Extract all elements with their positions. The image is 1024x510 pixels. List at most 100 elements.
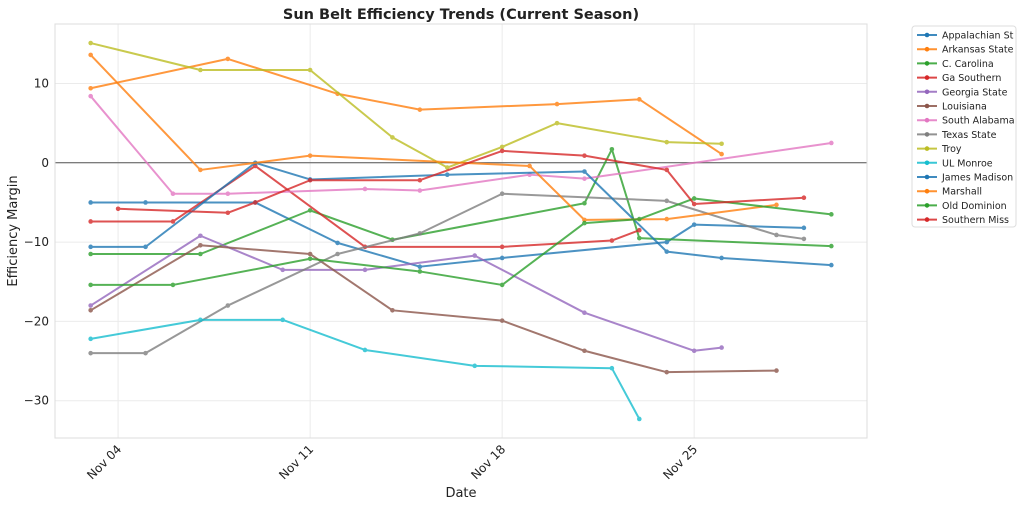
data-point <box>582 153 587 158</box>
data-point <box>719 255 724 261</box>
x-tick-label: Nov 18 <box>468 442 508 482</box>
data-point <box>170 219 176 224</box>
data-point <box>829 140 834 146</box>
data-point <box>719 345 724 350</box>
data-point <box>582 169 587 174</box>
grid <box>55 24 867 438</box>
legend-label: C. Carolina <box>942 59 994 70</box>
legend-item: Troy <box>917 144 962 155</box>
data-point <box>307 177 313 183</box>
y-tick-label: 10 <box>34 76 49 90</box>
data-point <box>664 249 670 254</box>
data-point <box>664 167 670 173</box>
series-line-southern-miss <box>118 149 804 214</box>
data-point <box>801 236 807 242</box>
data-point <box>143 244 148 250</box>
data-point <box>499 282 505 288</box>
data-point <box>362 186 368 192</box>
data-point <box>88 200 93 205</box>
data-point <box>499 255 505 261</box>
legend-marker <box>924 146 930 151</box>
data-point <box>88 308 93 313</box>
legend-item: Ga Southern <box>917 73 1001 84</box>
data-point <box>88 244 93 250</box>
data-point <box>335 251 340 257</box>
data-point <box>280 317 285 323</box>
data-point <box>390 135 395 140</box>
data-point <box>527 163 532 169</box>
data-point <box>499 144 505 150</box>
series-line-south-alabama <box>89 95 832 195</box>
data-point <box>225 210 231 216</box>
data-point <box>801 225 807 231</box>
data-point <box>198 233 203 239</box>
legend-label: Texas State <box>941 130 997 141</box>
data-point <box>774 368 779 373</box>
data-point <box>609 238 615 243</box>
legend-label: Louisiana <box>942 102 987 113</box>
series-southern-miss <box>115 148 807 216</box>
data-point <box>609 147 615 152</box>
data-point <box>88 350 93 356</box>
data-point <box>307 251 313 257</box>
legend-label: James Madison <box>941 173 1013 184</box>
data-point <box>362 267 368 273</box>
data-point <box>582 348 587 354</box>
series-louisiana <box>88 242 779 375</box>
data-point <box>499 244 505 250</box>
legend-item: Texas State <box>917 130 997 141</box>
data-point <box>307 67 313 73</box>
data-point <box>664 369 670 375</box>
data-point <box>637 416 642 422</box>
data-point <box>115 206 121 212</box>
y-tick-label: −30 <box>24 394 49 408</box>
legend-marker <box>924 188 930 194</box>
data-point <box>472 363 478 369</box>
legend-marker <box>924 32 930 38</box>
legend-item: James Madison <box>917 173 1013 184</box>
legend-label: Appalachian St <box>942 31 1014 42</box>
legend-marker <box>924 61 930 66</box>
data-point <box>719 141 724 147</box>
legend-item: Arkansas State <box>917 45 1014 56</box>
series-line-marshall <box>89 54 777 221</box>
legend-marker <box>924 132 930 137</box>
data-point <box>198 67 203 73</box>
series-line-texas-state <box>90 192 805 355</box>
data-point <box>225 191 231 197</box>
data-point <box>88 282 93 288</box>
series-line-louisiana <box>90 244 777 374</box>
data-point <box>774 202 779 208</box>
data-point <box>582 310 587 315</box>
data-point <box>472 253 478 258</box>
data-point <box>88 93 93 99</box>
plot-area <box>54 23 868 439</box>
x-axis-label: Date <box>445 486 476 501</box>
series-troy <box>88 40 724 170</box>
legend-item: C. Carolina <box>917 59 994 70</box>
data-point <box>554 101 560 107</box>
data-point <box>88 251 93 257</box>
legend-item: Appalachian St <box>917 31 1014 42</box>
data-point <box>88 85 93 91</box>
series-old-dominion <box>88 196 834 288</box>
data-point <box>198 242 203 248</box>
data-point <box>801 195 807 200</box>
data-point <box>637 216 642 222</box>
y-tick-label: −10 <box>24 235 49 249</box>
data-point <box>637 97 642 102</box>
x-tick-label: Nov 11 <box>276 442 316 482</box>
data-point <box>417 264 423 269</box>
series-line-arkansas-state <box>90 57 723 155</box>
y-tick-label: −20 <box>24 314 49 328</box>
y-tick-label: 0 <box>41 156 49 170</box>
data-point <box>637 227 642 233</box>
y-axis-label: Efficiency Margin <box>6 175 21 286</box>
legend-marker <box>924 89 930 95</box>
series-layer <box>88 40 834 422</box>
series-texas-state <box>88 191 807 356</box>
x-tick-label: Nov 25 <box>660 442 700 482</box>
series-james-madison <box>88 160 834 268</box>
data-point <box>554 120 560 126</box>
